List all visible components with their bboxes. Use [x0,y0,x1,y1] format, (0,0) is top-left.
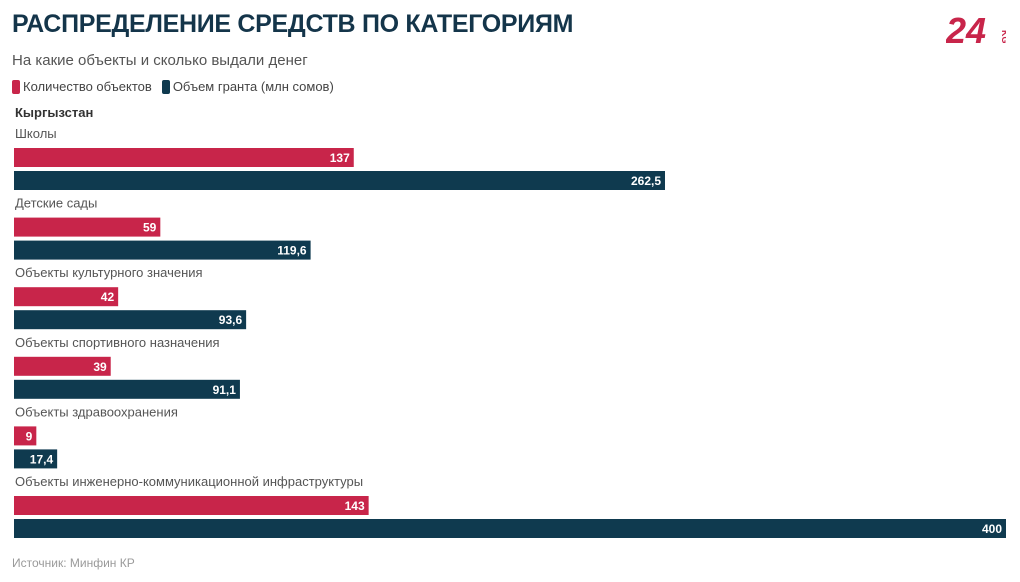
bar-count [14,287,119,307]
logo-suffix: KG [1000,30,1006,44]
bar-count [14,426,37,446]
bar-value-label: 59 [143,221,157,235]
legend-label-grant: Объем гранта (млн сомов) [172,79,334,94]
category-label: Детские сады [15,196,97,211]
bar-value-label: 137 [330,151,350,165]
category-label: Объекты культурного значения [15,265,203,280]
logo-24kg: 24 KG [946,10,1006,50]
bar-count [14,356,111,376]
category-label: Школы [15,126,57,141]
legend-swatch-grant [161,79,170,94]
bar-count [14,148,354,167]
bar-value-label: 400 [982,522,1002,536]
bar-value-label: 17,4 [30,452,54,466]
bar-count [14,496,369,515]
legend-item-count: Количество объектов [12,79,152,94]
bar-value-label: 9 [26,429,33,443]
bar-chart: Школы 137 262,5 Детские сады 59 119,6 Объекты … [14,126,1006,538]
legend-swatch-count [12,79,20,94]
legend-label-count: Количество объектов [23,79,152,94]
bar-grant [14,379,240,399]
category-label: Объекты инженерно-коммуникационной инфра… [15,474,363,489]
legend: Количество объектов Объем гранта (млн со… [12,79,344,94]
chart-subtitle: На какие объекты и сколько выдали денег [12,52,308,69]
bar-grant [14,171,665,190]
legend-item-grant: Объем гранта (млн сомов) [161,79,334,94]
bar-grant [14,519,1006,538]
bar-value-label: 119,6 [277,244,307,258]
chart-title: РАСПРЕДЕЛЕНИЕ СРЕДСТВ ПО КАТЕГОРИЯМ [12,10,574,38]
category-label: Объекты спортивного назначения [15,335,220,350]
bar-value-label: 143 [345,499,365,513]
bar-value-label: 42 [101,290,115,304]
bar-value-label: 262,5 [631,174,661,188]
bar-value-label: 39 [93,360,107,374]
bar-grant [14,240,311,260]
bar-grant [14,310,247,330]
bar-value-label: 91,1 [213,383,237,397]
bar-value-label: 93,6 [219,313,243,327]
category-label: Объекты здравоохранения [15,404,178,419]
group-label: Кыргызстан [15,105,94,120]
bar-count [14,217,161,237]
bar-grant [14,449,58,469]
logo-number: 24 [946,10,986,50]
source-note: Источник: Минфин КР [12,556,135,570]
